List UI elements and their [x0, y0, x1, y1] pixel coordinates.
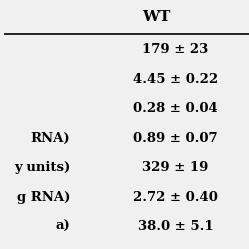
Text: 38.0 ± 5.1: 38.0 ± 5.1: [138, 220, 213, 233]
Text: 329 ± 19: 329 ± 19: [142, 161, 209, 174]
Text: RNA): RNA): [31, 132, 70, 145]
Text: g RNA): g RNA): [17, 191, 70, 204]
Text: WT: WT: [142, 10, 170, 24]
Text: 0.89 ± 0.07: 0.89 ± 0.07: [133, 132, 218, 145]
Text: y units): y units): [14, 161, 70, 174]
Text: 4.45 ± 0.22: 4.45 ± 0.22: [133, 73, 218, 86]
Text: 0.28 ± 0.04: 0.28 ± 0.04: [133, 102, 218, 115]
Text: 179 ± 23: 179 ± 23: [142, 43, 209, 56]
Text: 2.72 ± 0.40: 2.72 ± 0.40: [133, 191, 218, 204]
Text: a): a): [56, 220, 70, 233]
